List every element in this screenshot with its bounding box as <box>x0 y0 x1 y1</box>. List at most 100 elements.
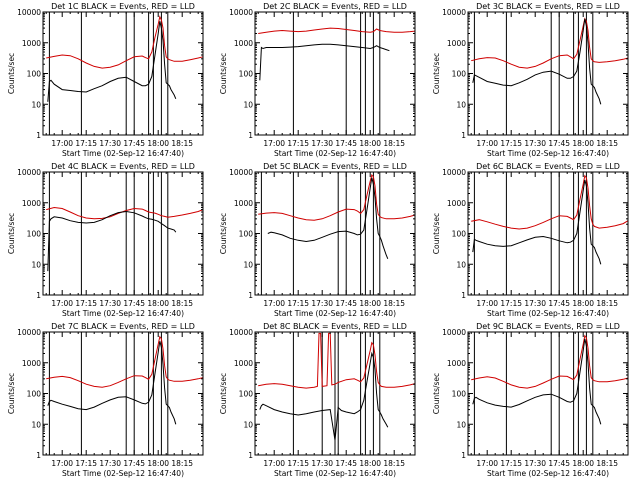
x-tick-label: 17:45 <box>335 459 357 468</box>
x-axis-label: Start Time (02-Sep-12 16:47:40) <box>62 309 184 318</box>
x-axis-label: Start Time (02-Sep-12 16:47:40) <box>274 309 396 318</box>
x-tick-label: 17:15 <box>500 139 522 148</box>
x-tick-label: 18:00 <box>359 459 381 468</box>
y-tick-label: 10000 <box>17 8 41 17</box>
x-tick-label: 17:00 <box>263 459 285 468</box>
panel-6: Det 6C BLACK = Events, RED = LLD 1 10 100 10… <box>432 162 629 318</box>
y-tick-label: 10000 <box>229 8 253 17</box>
y-tick-label: 1000 <box>447 359 466 368</box>
x-tick-label: 17:00 <box>263 139 285 148</box>
y-tick-label: 10000 <box>442 168 466 177</box>
panel-3: Det 3C BLACK = Events, RED = LLD 1 10 100 10… <box>432 2 629 158</box>
x-tick-label: 17:00 <box>476 459 498 468</box>
events-series-line <box>259 351 389 441</box>
x-tick-label: 18:00 <box>572 299 594 308</box>
x-tick-label: 18:15 <box>383 299 405 308</box>
y-tick-label: 10 <box>243 260 253 269</box>
y-tick-label: 1 <box>461 291 466 300</box>
lld-series-line <box>258 332 416 389</box>
y-tick-label: 1 <box>461 451 466 460</box>
y-tick-label: 10 <box>456 260 466 269</box>
x-tick-label: 18:00 <box>359 139 381 148</box>
x-tick-label: 17:00 <box>51 139 73 148</box>
y-axis-label: Counts/sec <box>432 373 441 414</box>
x-tick-label: 17:30 <box>99 139 121 148</box>
plot-frame <box>254 171 416 296</box>
x-tick-label: 17:15 <box>287 139 309 148</box>
x-tick-label: 18:15 <box>171 459 193 468</box>
x-axis-label: Start Time (02-Sep-12 16:47:40) <box>274 149 396 158</box>
x-tick-label: 18:15 <box>383 459 405 468</box>
y-tick-label: 100 <box>27 230 42 239</box>
y-axis-label: Counts/sec <box>219 53 228 94</box>
x-tick-label: 18:15 <box>596 299 618 308</box>
panel-5: Det 5C BLACK = Events, RED = LLD 1 10 100 10… <box>219 162 416 318</box>
panel-title: Det 9C BLACK = Events, RED = LLD <box>476 322 620 331</box>
panel-1: Det 1C BLACK = Events, RED = LLD 1 10 100 10… <box>7 2 204 158</box>
x-tick-label: 17:30 <box>524 139 546 148</box>
panel-8: Det 8C BLACK = Events, RED = LLD 1 10 100 10… <box>219 322 416 478</box>
lld-series-line <box>46 335 204 388</box>
y-axis-label: Counts/sec <box>7 373 16 414</box>
y-tick-label: 1 <box>36 451 41 460</box>
y-tick-label: 1 <box>248 451 253 460</box>
lld-series-line <box>471 174 629 230</box>
x-tick-label: 17:45 <box>548 299 570 308</box>
y-tick-label: 10000 <box>229 168 253 177</box>
lld-series-line <box>471 334 629 389</box>
y-tick-label: 100 <box>239 390 254 399</box>
plot-frame <box>42 331 204 456</box>
y-axis-label: Counts/sec <box>219 213 228 254</box>
y-tick-label: 1000 <box>234 359 253 368</box>
y-tick-label: 10 <box>31 100 41 109</box>
x-tick-label: 17:30 <box>311 299 333 308</box>
x-tick-label: 17:30 <box>99 459 121 468</box>
y-tick-label: 1 <box>248 291 253 300</box>
x-tick-label: 18:00 <box>572 459 594 468</box>
y-tick-label: 1000 <box>447 39 466 48</box>
x-tick-label: 18:00 <box>572 139 594 148</box>
x-tick-label: 17:45 <box>335 139 357 148</box>
x-tick-label: 18:15 <box>171 139 193 148</box>
y-tick-label: 10000 <box>229 328 253 337</box>
x-axis-label: Start Time (02-Sep-12 16:47:40) <box>487 149 609 158</box>
x-tick-label: 17:15 <box>75 139 97 148</box>
panel-title: Det 7C BLACK = Events, RED = LLD <box>51 322 195 331</box>
y-tick-label: 1 <box>248 131 253 140</box>
y-tick-label: 1 <box>36 131 41 140</box>
y-axis-label: Counts/sec <box>7 213 16 254</box>
events-series-line <box>472 18 602 105</box>
events-series-line <box>47 210 177 272</box>
y-tick-label: 10 <box>31 420 41 429</box>
y-axis-label: Counts/sec <box>432 53 441 94</box>
y-tick-label: 10000 <box>17 168 41 177</box>
x-axis-label: Start Time (02-Sep-12 16:47:40) <box>62 469 184 478</box>
x-tick-label: 17:00 <box>476 139 498 148</box>
x-tick-label: 18:00 <box>147 139 169 148</box>
x-tick-label: 17:30 <box>99 299 121 308</box>
panel-title: Det 6C BLACK = Events, RED = LLD <box>476 162 620 171</box>
y-tick-label: 1000 <box>22 39 41 48</box>
panel-title: Det 3C BLACK = Events, RED = LLD <box>476 2 620 11</box>
events-series-line <box>472 338 602 425</box>
y-tick-label: 10 <box>456 420 466 429</box>
y-tick-label: 1 <box>36 291 41 300</box>
events-series-line <box>267 177 389 259</box>
panel-2: Det 2C BLACK = Events, RED = LLD 1 10 100 10… <box>219 2 416 158</box>
x-tick-label: 17:45 <box>123 459 145 468</box>
panel-title: Det 4C BLACK = Events, RED = LLD <box>51 162 195 171</box>
y-tick-label: 10000 <box>442 328 466 337</box>
x-tick-label: 17:15 <box>75 299 97 308</box>
x-tick-label: 17:15 <box>75 459 97 468</box>
y-tick-label: 100 <box>452 70 467 79</box>
y-tick-label: 100 <box>452 230 467 239</box>
lld-series-line <box>471 17 629 69</box>
x-axis-label: Start Time (02-Sep-12 16:47:40) <box>274 469 396 478</box>
lld-series-line <box>258 173 416 221</box>
x-axis-label: Start Time (02-Sep-12 16:47:40) <box>487 309 609 318</box>
y-tick-label: 10000 <box>17 328 41 337</box>
x-tick-label: 18:15 <box>383 139 405 148</box>
y-tick-label: 1000 <box>234 39 253 48</box>
y-tick-label: 1000 <box>234 199 253 208</box>
